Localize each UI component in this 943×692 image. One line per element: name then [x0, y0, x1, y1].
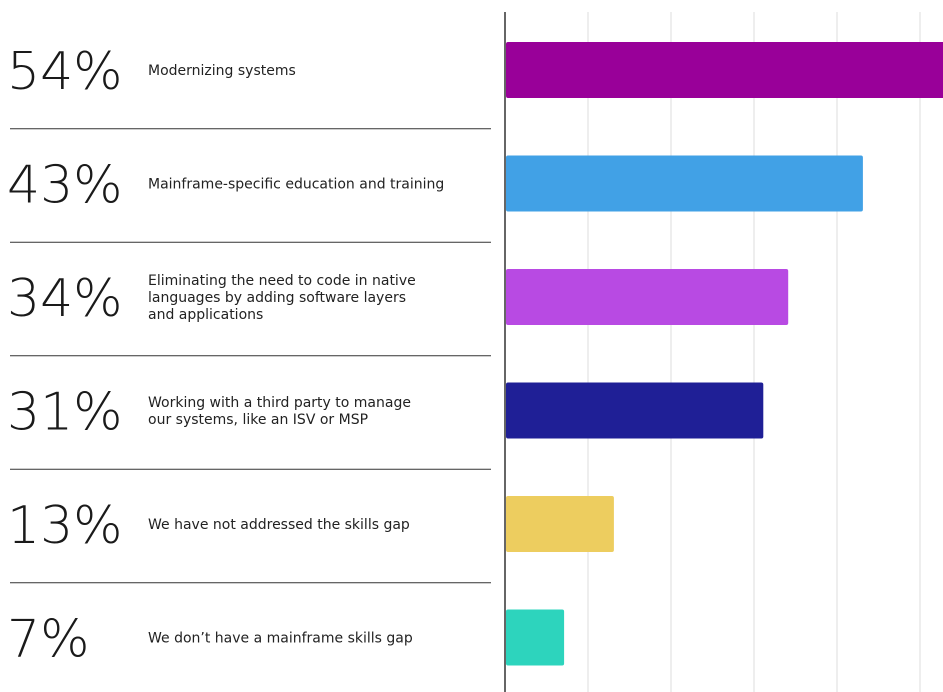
bar-0 [506, 42, 943, 98]
bar-5 [506, 609, 565, 666]
category-label-2: Eliminating the need to code in native la… [148, 273, 416, 323]
value-label-1: 43% [7, 156, 123, 216]
value-label-5: 7% [7, 610, 90, 670]
bar-1 [506, 155, 863, 212]
value-label-2: 34% [7, 269, 123, 329]
category-label-3: Working with a third party to manage our … [148, 395, 411, 428]
category-label-1: Mainframe-specific education and trainin… [148, 177, 444, 193]
category-label-0: Modernizing systems [148, 63, 296, 79]
bar-4 [506, 496, 614, 552]
category-label-5: We don’t have a mainframe skills gap [148, 631, 413, 647]
bar-3 [506, 382, 764, 439]
bar-2 [506, 269, 789, 325]
value-label-4: 13% [7, 496, 123, 556]
category-label-4: We have not addressed the skills gap [148, 517, 410, 533]
value-label-3: 31% [7, 383, 123, 443]
value-label-0: 54% [7, 42, 123, 102]
